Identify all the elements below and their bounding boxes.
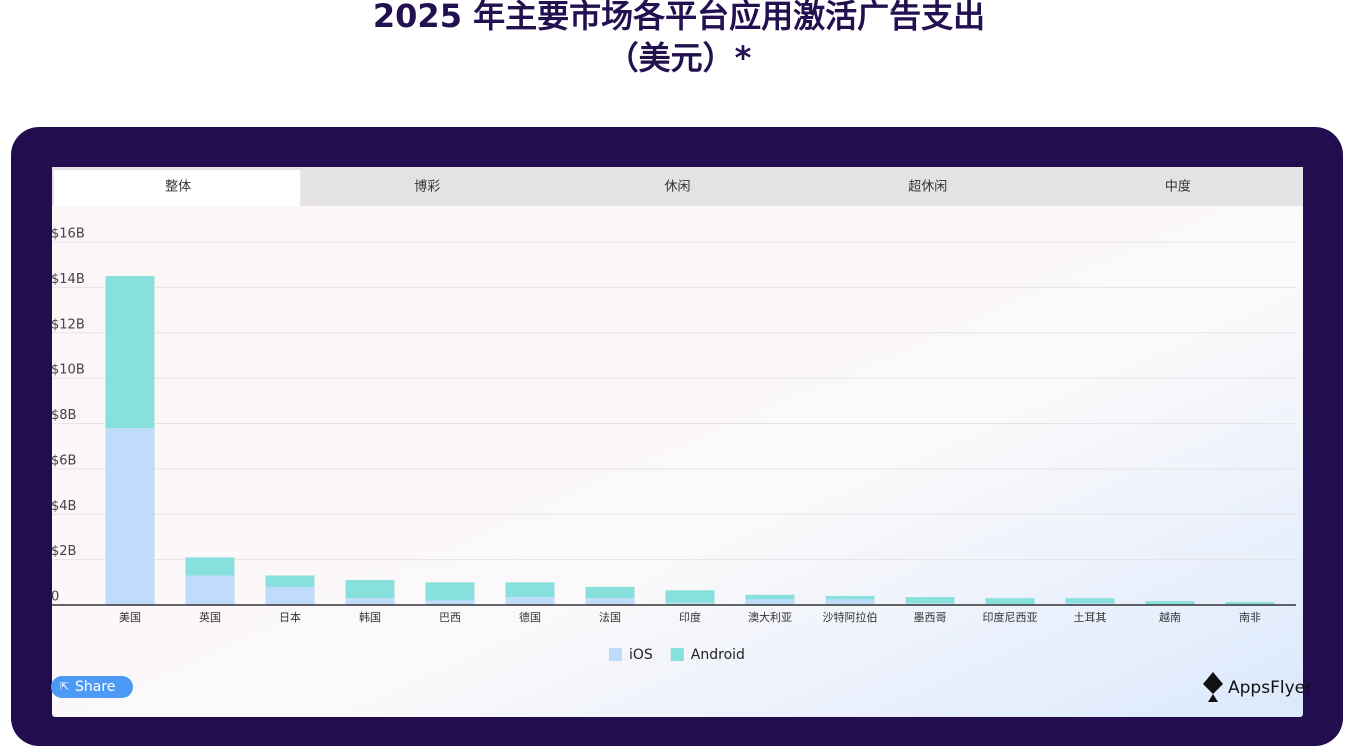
y-tick-label: $8B (51, 408, 76, 423)
x-tick-label: 巴西 (439, 611, 461, 624)
bar-segment (505, 582, 555, 598)
bar-segment (905, 597, 955, 604)
title-line: 2025 年主要市场各平台应用激活广告支出 (373, 0, 985, 35)
y-tick-label: $10B (51, 363, 85, 378)
tab[interactable]: 休闲 (664, 180, 690, 195)
x-tick-label: 墨西哥 (914, 611, 947, 624)
legend-label[interactable]: Android (691, 647, 745, 663)
bar-segment (185, 557, 235, 576)
legend-swatch[interactable] (670, 648, 684, 661)
bar-segment (1065, 598, 1115, 604)
bar-segment (345, 598, 395, 605)
y-tick-label: $4B (51, 499, 76, 514)
bar-segment (1145, 601, 1195, 605)
bar-segment (425, 582, 475, 601)
bar-segment (1065, 603, 1115, 605)
x-tick-label: 韩国 (359, 610, 381, 624)
x-tick-label: 美国 (119, 611, 141, 624)
x-tick-label: 越南 (1159, 610, 1181, 624)
bar-segment (505, 597, 555, 605)
bar-segment (585, 586, 635, 599)
bar-segment (265, 586, 315, 605)
bar-segment (825, 595, 875, 600)
y-tick-label: $14B (51, 272, 85, 287)
x-tick-label: 德国 (519, 610, 541, 624)
legend-swatch[interactable] (609, 648, 622, 661)
title-line: （美元）* (607, 39, 752, 77)
y-tick-label: $2B (51, 544, 76, 559)
bar-segment (345, 580, 395, 599)
y-tick-label: 0 (51, 590, 59, 605)
y-tick-label: $6B (51, 453, 76, 468)
x-tick-label: 印度尼西亚 (983, 610, 1038, 624)
x-tick-label: 沙特阿拉伯 (823, 610, 878, 624)
share-button[interactable] (51, 676, 133, 698)
share-icon: ⇱ (60, 680, 69, 693)
x-tick-label: 印度 (679, 610, 701, 624)
panel (52, 167, 1303, 717)
bar-segment (665, 590, 715, 603)
bar-segment (585, 598, 635, 605)
x-tick-label: 澳大利亚 (748, 610, 792, 624)
tab[interactable]: 整体 (165, 180, 191, 195)
bar-segment (985, 598, 1035, 605)
x-tick-label: 法国 (599, 610, 621, 624)
bar-segment (905, 603, 955, 605)
logo: AppsFlyer (1228, 678, 1312, 698)
legend-label[interactable]: iOS (629, 647, 653, 663)
logo-icon (1203, 672, 1223, 702)
tab[interactable]: 中度 (1165, 179, 1191, 195)
bar-segment (425, 600, 475, 605)
bar-segment (665, 602, 715, 605)
y-tick-label: $12B (51, 317, 85, 332)
x-tick-label: 南非 (1239, 611, 1261, 624)
tab[interactable]: 超休闲 (908, 180, 947, 195)
y-tick-label: $16B (51, 227, 85, 242)
bar-segment (1225, 602, 1275, 605)
tab-active[interactable] (54, 170, 301, 206)
x-tick-label: 英国 (199, 610, 221, 624)
bar-segment (105, 276, 155, 429)
bar-segment (825, 599, 875, 605)
bar-segment (265, 575, 315, 587)
bar-segment (185, 575, 235, 605)
bar-segment (105, 428, 155, 605)
x-tick-label: 日本 (279, 610, 301, 624)
tab[interactable]: 博彩 (414, 180, 440, 195)
x-tick-label: 土耳其 (1074, 611, 1107, 624)
share-text[interactable]: Share (75, 679, 115, 695)
bar-segment (745, 594, 795, 600)
bar-segment (745, 599, 795, 605)
